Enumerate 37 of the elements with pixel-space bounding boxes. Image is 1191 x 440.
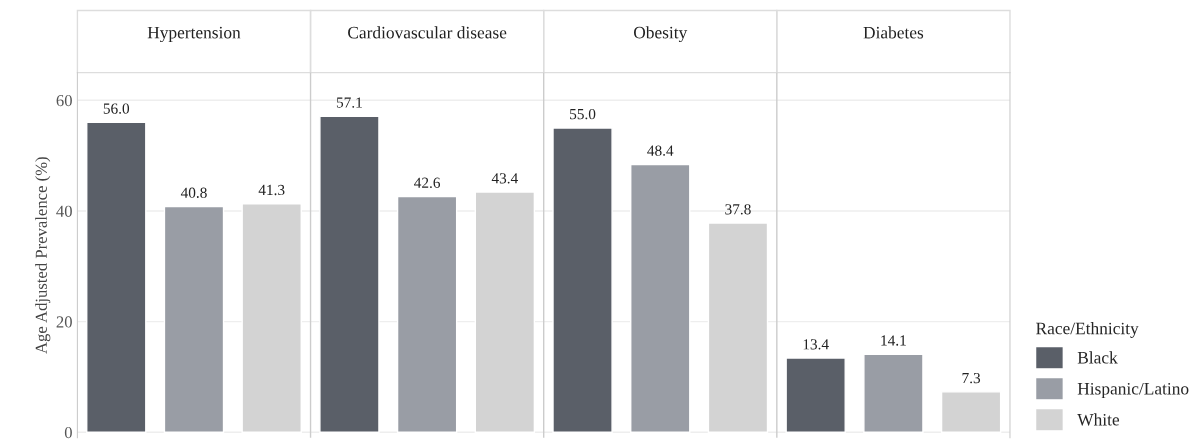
x-tick-label: Obesity	[633, 26, 688, 43]
legend-title: Race/Ethnicity	[1036, 322, 1139, 338]
bar	[707, 222, 769, 433]
y-tick-label: 0	[64, 426, 72, 439]
data-label: 41.3	[258, 184, 285, 196]
x-tick-label: Hypertension	[147, 26, 241, 43]
bar	[863, 353, 924, 433]
y-tick-label: 60	[56, 94, 72, 107]
legend-label: Hispanic/Latino	[1077, 382, 1189, 399]
data-label: 40.8	[180, 187, 207, 198]
data-label: 48.4	[647, 145, 674, 156]
data-label: 42.6	[414, 177, 441, 188]
bar	[241, 203, 302, 433]
data-label: 56.0	[103, 103, 130, 114]
bar	[319, 115, 380, 433]
x-tick-label: Cardiovascular disease	[348, 26, 507, 39]
bar	[630, 163, 691, 433]
bar	[785, 357, 846, 433]
data-label: 14.1	[881, 335, 906, 346]
bar	[474, 191, 536, 433]
data-label: 37.8	[725, 204, 751, 215]
x-tick-label: Diabetes	[863, 26, 924, 39]
data-label: 55.0	[570, 108, 596, 120]
bar	[86, 121, 147, 433]
data-label: 13.4	[803, 339, 829, 350]
bar	[163, 205, 225, 433]
bar	[396, 195, 458, 433]
y-axis-title: Age Adjusted Prevalence (%)	[35, 157, 51, 354]
y-tick-label: 40	[56, 205, 72, 217]
legend-label: White	[1077, 413, 1120, 426]
y-tick-label: 20	[56, 316, 72, 328]
bar	[552, 127, 613, 433]
bar	[940, 391, 1002, 433]
data-label: 57.1	[336, 97, 362, 108]
data-label: 7.3	[962, 372, 981, 384]
legend-label: Black	[1077, 351, 1118, 364]
data-label: 43.4	[491, 173, 518, 184]
